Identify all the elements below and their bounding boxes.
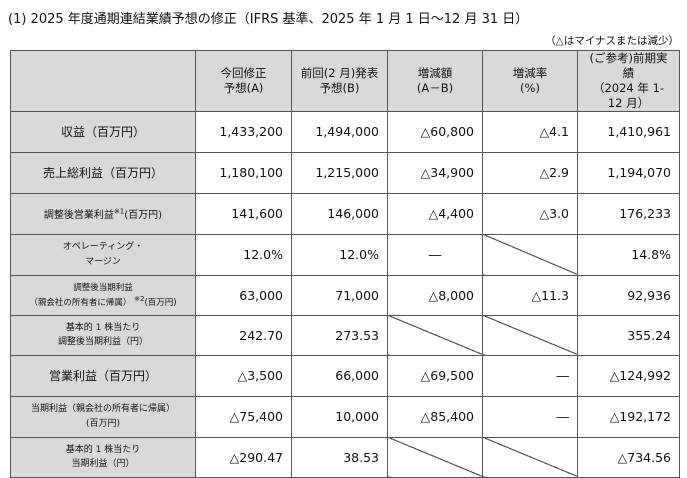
cell-change: ― bbox=[387, 233, 483, 276]
cell-prior: △734.56 bbox=[577, 436, 680, 478]
table-row-gross-profit: 売上総利益（百万円） 1,180,100 1,215,000 △34,900 △… bbox=[10, 151, 680, 194]
cell-rate: △11.3 bbox=[482, 274, 578, 316]
table-row-adjusted-operating-profit: 調整後営業利益※1(百万円) 141,600 146,000 △4,400 △3… bbox=[10, 192, 680, 235]
header-previous-forecast: 前回(2 月)発表 予想(B) bbox=[291, 50, 388, 112]
cell-current: 1,180,100 bbox=[195, 151, 292, 194]
row-label: 売上総利益（百万円） bbox=[10, 151, 196, 194]
cell-previous: 66,000 bbox=[291, 354, 388, 397]
table-row-operating-margin: オペレーティング・ マージン 12.0% 12.0% ― 14.8% bbox=[10, 233, 680, 276]
row-label: 収益（百万円） bbox=[10, 110, 196, 153]
cell-change: △60,800 bbox=[387, 110, 483, 153]
cell-previous: 71,000 bbox=[291, 274, 388, 316]
header-change-amount: 増減額 (A－B) bbox=[387, 50, 483, 112]
cell-rate-not-applicable bbox=[482, 233, 578, 276]
header-change-rate: 増減率 (%) bbox=[482, 50, 578, 112]
cell-change: △4,400 bbox=[387, 192, 483, 235]
header-prior-year-actual: (ご参考)前期実績 （2024 年 1-12 月） bbox=[577, 50, 680, 112]
table-row-eps: 基本的 1 株当たり 当期利益（円） △290.47 38.53 △734.56 bbox=[10, 436, 680, 478]
cell-rate: △3.0 bbox=[482, 192, 578, 235]
cell-prior: 1,194,070 bbox=[577, 151, 680, 194]
cell-prior: 1,410,961 bbox=[577, 110, 680, 153]
row-label: 調整後当期利益 （親会社の所有者に帰属） ※2(百万円) bbox=[10, 274, 196, 316]
cell-change: △69,500 bbox=[387, 354, 483, 397]
cell-current: 141,600 bbox=[195, 192, 292, 235]
cell-current: 1,433,200 bbox=[195, 110, 292, 153]
cell-previous: 273.53 bbox=[291, 314, 388, 356]
cell-previous: 12.0% bbox=[291, 233, 388, 276]
cell-current: 63,000 bbox=[195, 274, 292, 316]
row-label: 調整後営業利益※1(百万円) bbox=[10, 192, 196, 235]
row-label: 当期利益（親会社の所有者に帰属） (百万円) bbox=[10, 395, 196, 438]
cell-previous: 38.53 bbox=[291, 436, 388, 478]
cell-rate: △2.9 bbox=[482, 151, 578, 194]
cell-prior: △192,172 bbox=[577, 395, 680, 438]
cell-rate: ― bbox=[482, 395, 578, 438]
cell-prior: 355.24 bbox=[577, 314, 680, 356]
cell-current: 12.0% bbox=[195, 233, 292, 276]
cell-current: △75,400 bbox=[195, 395, 292, 438]
cell-current: △3,500 bbox=[195, 354, 292, 397]
row-label: 営業利益（百万円） bbox=[10, 354, 196, 397]
table-row-adjusted-net-income: 調整後当期利益 （親会社の所有者に帰属） ※2(百万円) 63,000 71,00… bbox=[10, 274, 680, 316]
table-row-net-income: 当期利益（親会社の所有者に帰属） (百万円) △75,400 10,000 △85… bbox=[10, 395, 680, 438]
cell-previous: 1,494,000 bbox=[291, 110, 388, 153]
cell-previous: 1,215,000 bbox=[291, 151, 388, 194]
row-label: オペレーティング・ マージン bbox=[10, 233, 196, 276]
header-row: 今回修正 予想(A) 前回(2 月)発表 予想(B) 増減額 (A－B) 増減率 (%)… bbox=[10, 50, 680, 112]
cell-prior: △124,992 bbox=[577, 354, 680, 397]
cell-change: △85,400 bbox=[387, 395, 483, 438]
cell-change: △8,000 bbox=[387, 274, 483, 316]
header-current-forecast: 今回修正 予想(A) bbox=[195, 50, 292, 112]
cell-change-not-applicable bbox=[387, 436, 483, 478]
table-row-revenue: 収益（百万円） 1,433,200 1,494,000 △60,800 △4.1… bbox=[10, 110, 680, 153]
cell-rate-not-applicable bbox=[482, 436, 578, 478]
cell-change: △34,900 bbox=[387, 151, 483, 194]
row-label: 基本的 1 株当たり 当期利益（円） bbox=[10, 436, 196, 478]
table-row-adjusted-eps: 基本的 1 株当たり 調整後当期利益（円） 242.70 273.53 355.2… bbox=[10, 314, 680, 356]
cell-rate: △4.1 bbox=[482, 110, 578, 153]
cell-current: △290.47 bbox=[195, 436, 292, 478]
cell-current: 242.70 bbox=[195, 314, 292, 356]
row-label: 基本的 1 株当たり 調整後当期利益（円） bbox=[10, 314, 196, 356]
sign-note: （△はマイナスまたは減少） bbox=[545, 35, 679, 47]
header-corner bbox=[10, 50, 196, 112]
cell-rate: ― bbox=[482, 354, 578, 397]
cell-previous: 10,000 bbox=[291, 395, 388, 438]
cell-prior: 14.8% bbox=[577, 233, 680, 276]
cell-prior: 92,936 bbox=[577, 274, 680, 316]
cell-change-not-applicable bbox=[387, 314, 483, 356]
forecast-table: 今回修正 予想(A) 前回(2 月)発表 予想(B) 増減額 (A－B) 増減率 (%)… bbox=[10, 50, 680, 478]
cell-previous: 146,000 bbox=[291, 192, 388, 235]
cell-prior: 176,233 bbox=[577, 192, 680, 235]
table-row-operating-profit: 営業利益（百万円） △3,500 66,000 △69,500 ― △124,9… bbox=[10, 354, 680, 397]
section-title: (1) 2025 年度通期連結業績予想の修正（IFRS 基準、2025 年 1 … bbox=[8, 12, 529, 27]
cell-rate-not-applicable bbox=[482, 314, 578, 356]
